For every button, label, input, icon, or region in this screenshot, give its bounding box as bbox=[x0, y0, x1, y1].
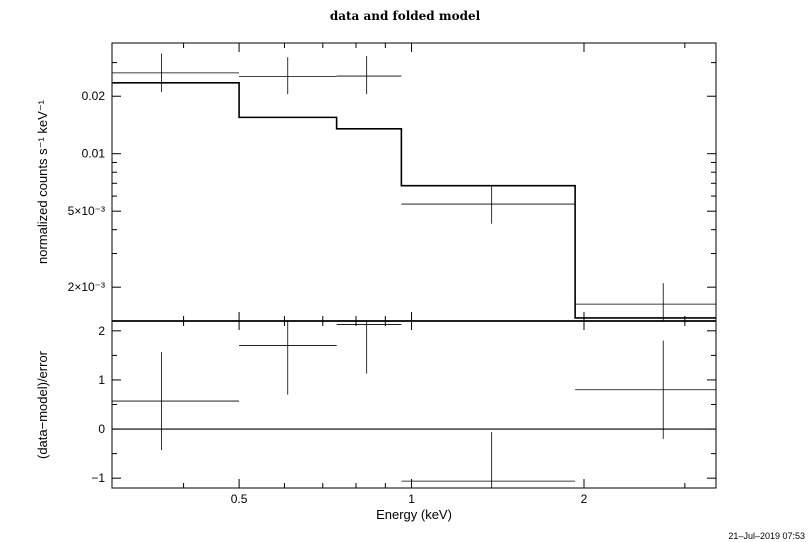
y-tick-label: 5×10⁻³ bbox=[68, 204, 105, 218]
x-tick-label: 1 bbox=[408, 492, 415, 506]
x-axis-label: Energy (keV) bbox=[376, 507, 452, 522]
y-tick-label: 2×10⁻³ bbox=[68, 280, 105, 294]
bottom-plot-frame bbox=[111, 320, 717, 489]
timestamp: 21–Jul–2019 07:53 bbox=[728, 531, 805, 541]
y-tick-label: 0.01 bbox=[82, 147, 106, 161]
top-panel: 0.02 0.01 5×10⁻³ 2×10⁻³ bbox=[68, 42, 717, 322]
y-tick-label: 1 bbox=[98, 373, 105, 387]
y-tick-label: 0.02 bbox=[82, 89, 106, 103]
x-tick-label: 0.5 bbox=[231, 492, 248, 506]
y-tick-label: 2 bbox=[98, 324, 105, 338]
x-tick-label: 2 bbox=[581, 492, 588, 506]
y-tick-label: −1 bbox=[91, 471, 105, 485]
y-tick-label: 0 bbox=[98, 422, 105, 436]
top-plot-frame bbox=[111, 42, 717, 322]
chart-title: data and folded model bbox=[330, 9, 481, 23]
bottom-panel: 0.5 1 2 2 1 0 −1 bbox=[91, 320, 717, 506]
bottom-y-axis-label: (data−model)/error bbox=[35, 350, 50, 459]
model-step-line bbox=[112, 82, 716, 319]
top-y-axis-label: normalized counts s⁻¹ keV⁻¹ bbox=[35, 99, 50, 264]
